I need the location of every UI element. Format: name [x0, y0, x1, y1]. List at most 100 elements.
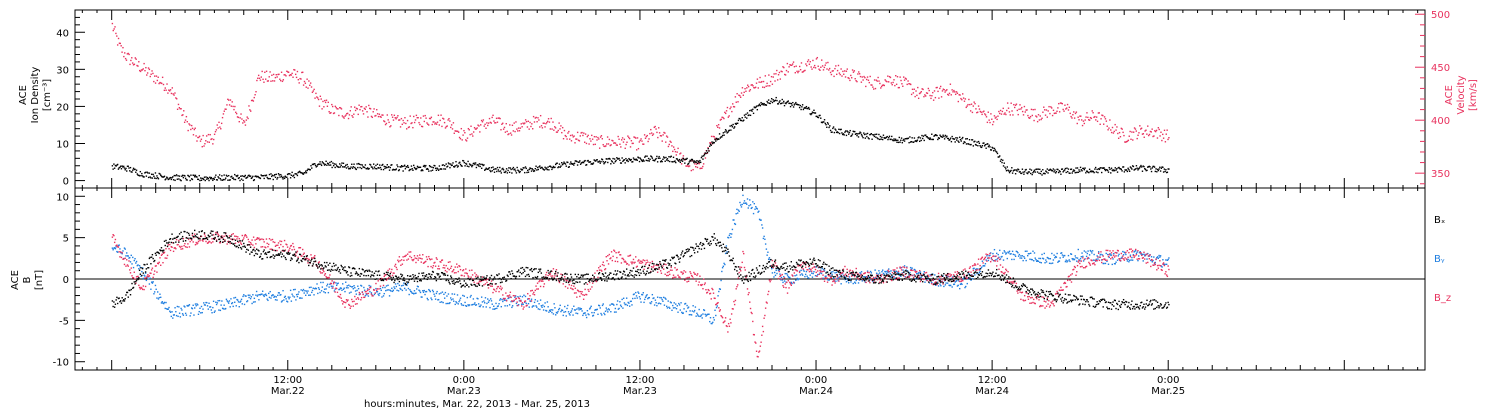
data-point [379, 278, 381, 281]
data-point [376, 108, 378, 111]
data-point [536, 300, 539, 302]
data-point [487, 122, 490, 124]
data-point [846, 278, 848, 280]
data-point [1089, 116, 1092, 119]
data-point [344, 290, 346, 293]
data-point [365, 290, 367, 293]
data-point [308, 80, 310, 82]
data-point [879, 276, 882, 279]
data-point [277, 176, 279, 179]
data-point [317, 163, 320, 165]
data-point [739, 94, 741, 97]
data-point [1126, 140, 1129, 142]
data-point [231, 233, 233, 236]
data-point [983, 264, 985, 267]
data-point [842, 70, 844, 73]
data-point [231, 101, 233, 103]
data-point [174, 246, 176, 249]
data-point [546, 121, 548, 124]
data-point [257, 175, 259, 178]
data-point [569, 163, 571, 165]
data-point [300, 255, 302, 257]
data-point [900, 137, 903, 139]
data-point [917, 272, 919, 274]
data-point [178, 312, 181, 314]
data-point [466, 137, 469, 139]
data-point [985, 259, 987, 261]
data-point [646, 294, 648, 296]
data-point [643, 134, 646, 136]
data-point [147, 275, 150, 278]
data-point [425, 256, 428, 258]
data-point [180, 108, 182, 110]
data-point [897, 272, 900, 274]
data-point [490, 285, 492, 287]
data-point [1157, 257, 1160, 260]
data-point [439, 119, 441, 122]
data-point [1052, 259, 1055, 261]
data-point [570, 162, 573, 165]
data-point [528, 306, 530, 308]
data-point [264, 293, 267, 295]
data-point [510, 168, 512, 171]
data-point [169, 243, 171, 246]
data-point [962, 136, 964, 139]
data-point [1140, 127, 1143, 129]
data-point [131, 275, 133, 277]
data-point [969, 110, 972, 112]
data-point [304, 82, 307, 84]
data-point [200, 305, 203, 308]
data-point [324, 101, 327, 104]
data-point [613, 311, 616, 313]
data-point [235, 112, 238, 115]
data-point [490, 300, 493, 302]
data-point [912, 92, 915, 94]
data-point [801, 274, 804, 276]
data-point [372, 295, 374, 297]
data-point [419, 257, 422, 260]
data-point [325, 275, 327, 278]
data-point [746, 203, 748, 205]
data-point [772, 99, 774, 101]
data-point [516, 304, 518, 307]
data-point [477, 124, 479, 126]
data-point [581, 131, 583, 134]
data-point [711, 322, 713, 325]
data-point [963, 100, 966, 102]
data-point [551, 311, 553, 314]
data-point [231, 175, 233, 178]
data-point [882, 272, 885, 275]
data-point [724, 131, 726, 133]
data-point [752, 85, 754, 87]
data-point [1023, 257, 1026, 259]
data-point [1104, 169, 1107, 172]
data-point [317, 287, 320, 289]
data-point [565, 165, 567, 167]
data-point [502, 300, 504, 303]
data-point [210, 138, 212, 141]
data-point [334, 105, 337, 108]
data-point [1009, 170, 1012, 173]
data-point [732, 105, 735, 108]
data-point [873, 88, 875, 90]
data-point [896, 141, 898, 143]
data-point [801, 71, 804, 73]
data-point [413, 164, 415, 167]
data-point [668, 306, 670, 308]
data-point [741, 117, 743, 119]
data-point [779, 273, 781, 275]
data-point [761, 86, 764, 88]
data-point [508, 294, 511, 296]
data-point [259, 294, 262, 296]
data-point [875, 79, 878, 81]
data-point [782, 281, 784, 284]
data-point [746, 117, 748, 119]
data-point [276, 178, 278, 180]
data-point [277, 73, 279, 76]
data-point [1034, 108, 1036, 111]
data-point [643, 143, 645, 145]
data-point [147, 276, 149, 278]
data-point [770, 75, 773, 78]
data-point [913, 268, 916, 271]
data-point [950, 94, 952, 96]
